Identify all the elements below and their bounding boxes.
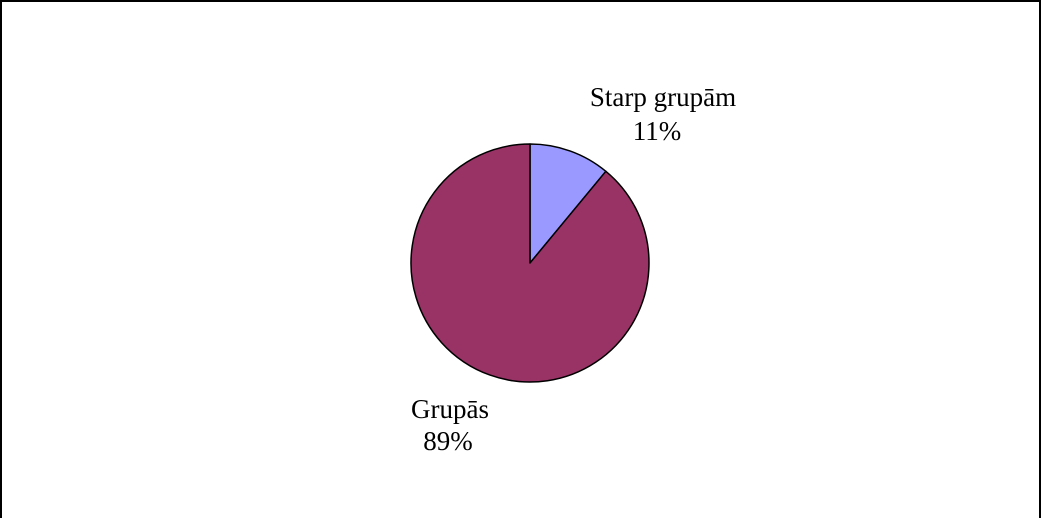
data-label-value-starp-grupam: 11% xyxy=(633,116,682,146)
pie-slices xyxy=(410,143,650,383)
data-label-name-starp-grupam: Starp grupām xyxy=(590,82,736,112)
pie-slice-starp-grupam xyxy=(529,143,607,264)
data-label-value-grupas: 89% xyxy=(423,426,473,456)
pie-slice-grupas xyxy=(410,143,650,383)
data-label-name-grupas: Grupās xyxy=(411,394,489,424)
